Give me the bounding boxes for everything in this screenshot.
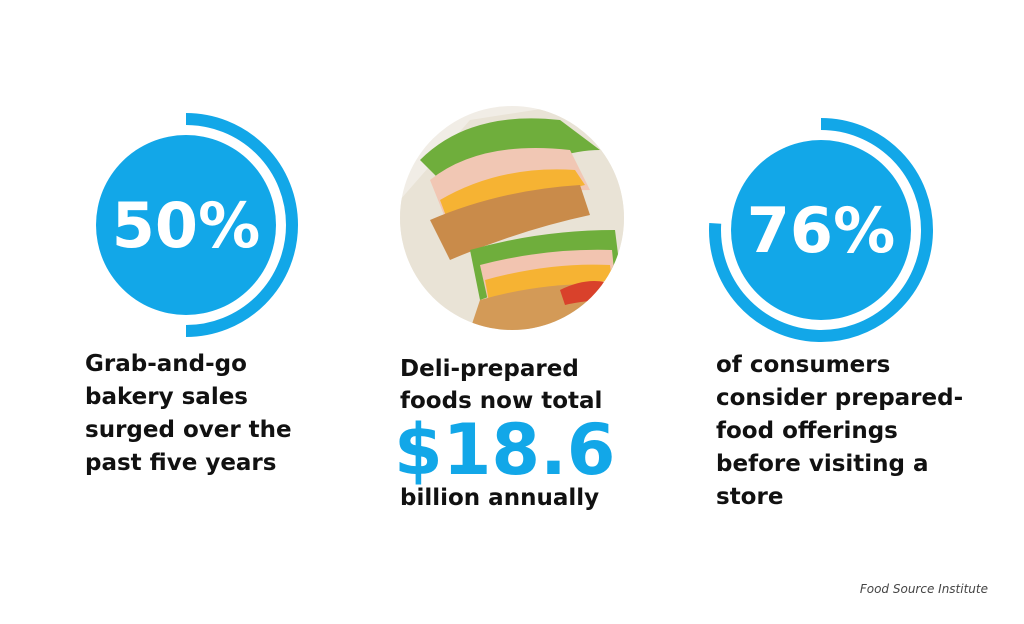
- stat-caption: food offerings: [716, 418, 898, 444]
- stat-caption: bakery sales: [85, 384, 248, 410]
- stat-disc: [96, 135, 276, 315]
- stat-caption: before visiting a: [716, 451, 929, 477]
- stat-caption: Grab-and-go: [85, 351, 247, 377]
- stat-label: 50%: [112, 189, 260, 262]
- stat-caption: consider prepared-: [716, 385, 963, 411]
- feature-caption: foods now total: [400, 388, 602, 414]
- stat-disc: [731, 140, 911, 320]
- feature-caption: billion annually: [400, 485, 599, 511]
- stat-caption: surged over the: [85, 417, 292, 443]
- stat-ring: [185, 113, 298, 337]
- stat-caption: past five years: [85, 450, 276, 476]
- source: Food Source Institute: [860, 582, 988, 596]
- feature-caption: Deli-prepared: [400, 356, 579, 382]
- sandwich-photo: [400, 106, 624, 330]
- stat-label: 76%: [747, 194, 895, 267]
- feature-amount: $18.6: [394, 409, 615, 491]
- stat-caption: of consumers: [716, 352, 890, 378]
- stat-ring: [709, 118, 933, 342]
- stat-caption: store: [716, 484, 783, 510]
